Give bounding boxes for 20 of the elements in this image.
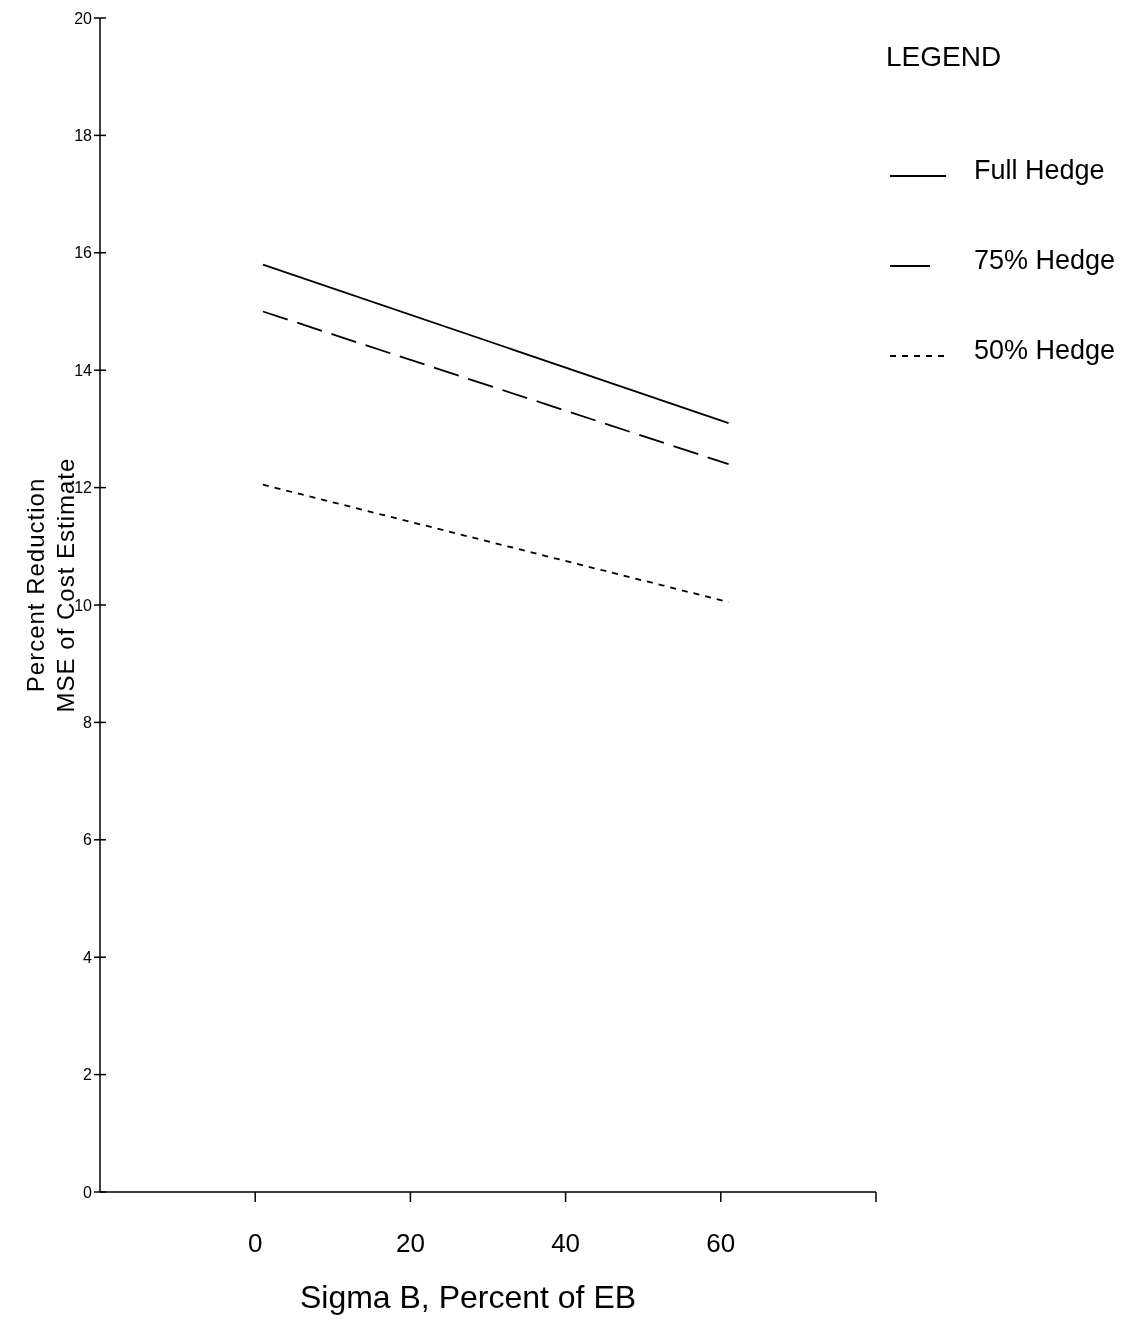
legend-title: LEGEND — [886, 41, 1002, 72]
y-tick-label: 14 — [74, 361, 93, 379]
x-tick-label: 0 — [247, 1228, 263, 1258]
y-tick-label: 12 — [74, 479, 93, 497]
x-tick-label: 60 — [706, 1228, 736, 1258]
y-tick-label: 4 — [83, 948, 93, 966]
y-tick-label: 16 — [74, 244, 93, 262]
y-tick-label: 10 — [74, 596, 93, 614]
x-tick-label: 40 — [551, 1228, 581, 1258]
y-tick-label: 2 — [83, 1066, 93, 1084]
y-tick-label: 6 — [83, 831, 93, 849]
y-tick-label: 20 — [74, 9, 93, 27]
legend-label: 50% Hedge — [974, 334, 1116, 365]
y-tick-label: 0 — [83, 1183, 93, 1201]
x-tick-label: 20 — [395, 1228, 425, 1258]
legend-label: Full Hedge — [974, 154, 1105, 185]
x-axis-title: Sigma B, Percent of EB — [299, 1279, 637, 1315]
y-tick-label: 8 — [83, 714, 93, 731]
legend-label: 75% Hedge — [974, 244, 1116, 275]
y-tick-label: 18 — [74, 127, 93, 144]
